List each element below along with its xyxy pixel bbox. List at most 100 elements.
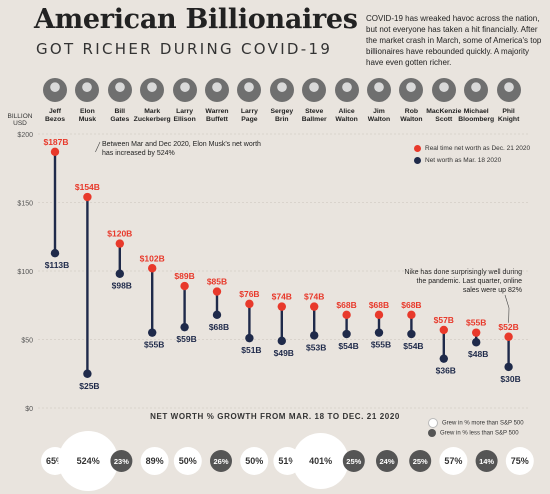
dec-2020-value-label: $52B [498,322,518,332]
mar-2020-point [50,248,60,258]
mar-2020-value-label: $55B [371,340,391,350]
dec-2020-point [212,287,222,296]
person-name: Michael Bloomberg [458,108,495,123]
dec-2020-value-label: $102B [140,253,165,263]
dec-2020-point [148,264,157,273]
growth-circle [439,447,468,475]
growth-circle [376,450,398,472]
mar-2020-point [115,269,125,278]
chart-title: American Billionaires [34,4,358,35]
dec-2020-point [180,281,189,291]
person-name: Alice Walton [335,108,358,123]
mar-2020-point [439,354,448,363]
mar-2020-value-label: $36B [436,366,456,376]
y-tick-label: $50 [21,338,33,345]
legend-march: Net worth as Mar. 18 2020 [414,157,501,164]
growth-value-label: 26% [213,457,228,466]
avatar-icon [237,78,262,102]
growth-circle [505,447,534,475]
mar-2020-point [83,369,92,378]
growth-circle [210,450,232,472]
mar-2020-point [277,336,286,346]
growth-title: NET WORTH % GROWTH FROM MAR. 18 TO DEC. … [150,412,400,421]
dec-2020-value-label: $76B [239,289,259,299]
person-name: Larry Ellison [173,108,196,123]
avatar-icon [107,78,132,102]
growth-value-label: 24% [379,457,394,466]
mar-2020-point [212,310,222,320]
growth-legend-less: Grew in % less than S&P 500 [428,429,519,437]
growth-circle [342,450,365,472]
mar-2020-value-label: $98B [112,281,132,291]
y-tick-label: $200 [17,132,33,139]
mar-2020-value-label: $59B [176,334,196,344]
nike-annotation-line [504,294,510,323]
musk-annotation: Between Mar and Dec 2020, Elon Musk's ne… [102,141,261,157]
person-name: Larry Page [240,108,258,123]
mar-2020-point [407,329,416,339]
person-name: Rob Walton [400,108,423,123]
avatar-icon [367,78,391,102]
y-axis-unit: BILLION USD [7,113,33,127]
dec-2020-point [504,332,513,341]
person-name: Jeff Bezos [44,108,66,123]
dark-circle-icon [428,429,436,437]
dec-2020-point [83,192,92,202]
growth-legend-less-label: Grew in % less than S&P 500 [440,430,519,437]
growth-circle [292,432,349,490]
growth-circle [110,450,133,472]
mar-2020-value-label: $113B [45,260,70,270]
growth-value-label: 23% [114,457,129,466]
avatar-icon [302,78,327,102]
dec-2020-value-label: $68B [369,300,389,310]
mar-2020-point [148,328,157,337]
chart-subtitle: GOT RICHER DURING COVID-19 [36,40,333,58]
dec-2020-value-label: $120B [107,229,132,239]
mar-2020-point [504,362,513,372]
dec-2020-value-label: $154B [75,182,100,192]
growth-circle [475,450,498,472]
dec-2020-point [472,328,481,337]
intro-text: COVID-19 has wreaked havoc across the na… [366,14,542,67]
mar-2020-value-label: $54B [338,341,358,351]
growth-value-label: 25% [413,457,428,466]
dec-2020-point [310,302,319,311]
growth-legend-more: Grew in % more than S&P 500 [428,418,524,428]
white-circle-icon [428,418,438,428]
person-name: Bill Gates [110,108,130,123]
mar-2020-point [180,322,189,332]
growth-value-label: 50% [245,456,263,466]
avatar-icon [172,78,197,102]
dec-2020-point [439,325,448,335]
dec-2020-value-label: $55B [466,318,486,328]
mar-2020-value-label: $55B [144,340,164,350]
dec-2020-point [50,147,60,157]
person-name: Warren Buffett [205,108,229,123]
person-name: Elon Musk [78,108,97,123]
y-tick-label: $100 [17,269,33,276]
mar-2020-value-label: $25B [79,381,99,391]
dec-2020-value-label: $74B [272,292,292,302]
dec-2020-value-label: $85B [207,277,227,287]
dec-2020-value-label: $74B [304,292,324,302]
dec-2020-value-label: $89B [174,271,194,281]
growth-value-label: 50% [179,456,197,466]
growth-value-label: 89% [146,456,164,466]
growth-value-label: 14% [479,457,494,466]
mar-2020-value-label: $49B [274,348,294,358]
avatar-icon [334,78,359,102]
dec-2020-value-label: $57B [434,315,454,325]
growth-circle [140,446,169,476]
person-name: Sergey Brin [270,108,294,123]
mar-2020-value-label: $68B [209,322,229,332]
person-name: Steve Ballmer [301,108,327,123]
growth-value-label: 401% [309,456,332,466]
growth-circle [58,431,119,491]
growth-circle [173,447,202,475]
avatar-icon [205,78,229,102]
y-tick-label: $150 [17,201,33,208]
avatar-icon [464,78,489,102]
growth-value-label: 51% [278,456,296,466]
growth-value-label: 57% [444,456,462,466]
dec-2020-point [277,302,286,311]
